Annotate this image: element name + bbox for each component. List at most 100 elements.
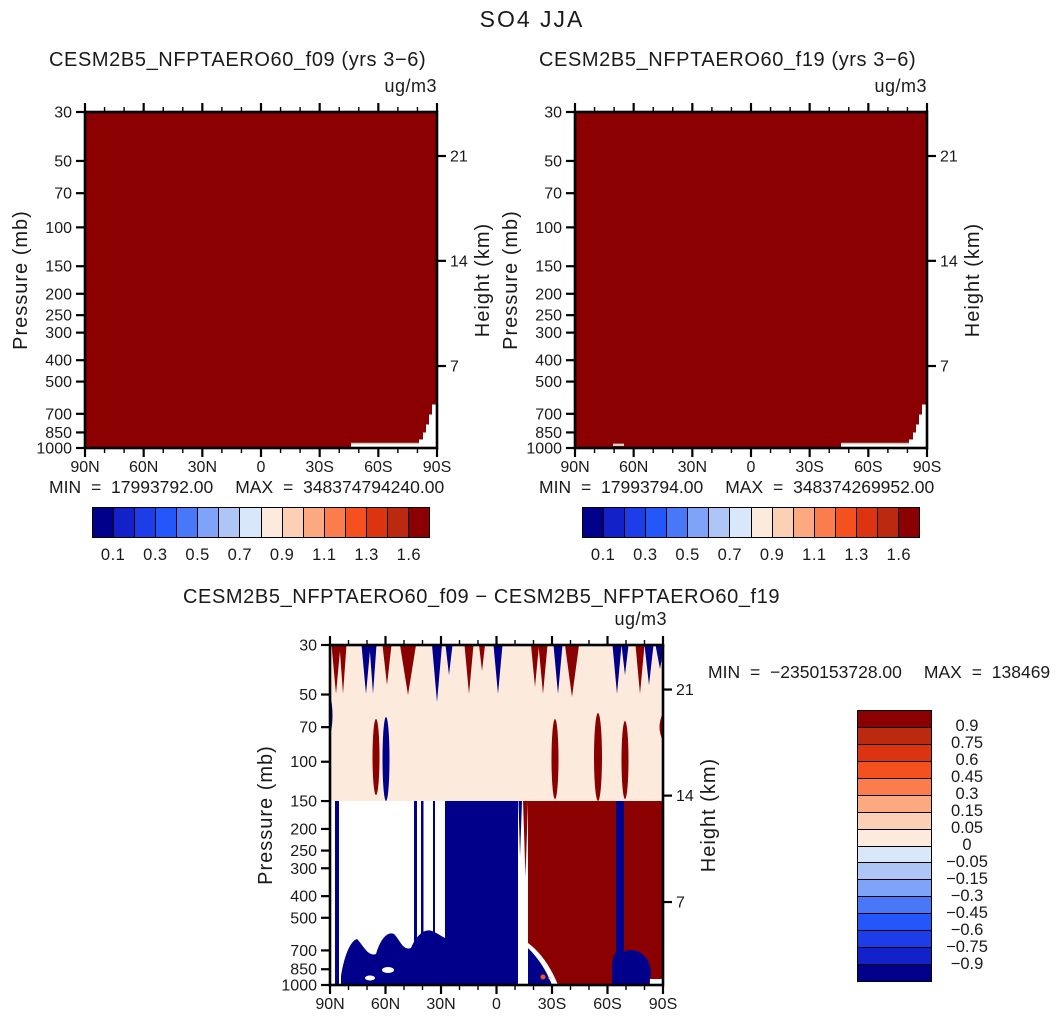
axis-labels: 3050701001502002503004005007008501000211… xyxy=(500,105,984,477)
colorbar-tick-label: 0.9 xyxy=(269,546,295,564)
f19-min-value: MIN = 17993794.00 xyxy=(539,477,704,497)
pressure-tick-label: 30 xyxy=(54,105,72,122)
pressure-axis-title: Pressure (mb) xyxy=(255,745,277,885)
panel-f19-unit-label: ug/m3 xyxy=(874,76,927,96)
colorbar-cell xyxy=(858,760,931,778)
colorbar-tick-label: 0.1 xyxy=(590,546,616,564)
colorbar-cell xyxy=(792,508,814,537)
colorbar-cell xyxy=(750,508,772,537)
colorbar-tick-label: 0.5 xyxy=(675,546,700,564)
pressure-tick-label: 400 xyxy=(45,353,72,370)
colorbar-cell xyxy=(645,508,667,537)
colorbar-cell xyxy=(771,508,793,537)
colorbar-cell xyxy=(855,508,877,537)
lat-tick-label: 60S xyxy=(593,996,621,1013)
colorbar-cell xyxy=(365,508,387,537)
diff-top-spikes xyxy=(331,645,665,702)
colorbar-tick-label: 0.7 xyxy=(227,546,253,564)
height-axis-title: Height (km) xyxy=(472,223,494,337)
panel-f09-minmax: MIN = 17993792.00 MAX = 348374794240.00 xyxy=(49,477,444,498)
colorbar-cell xyxy=(239,508,261,537)
colorbar-cell xyxy=(876,508,898,537)
pressure-tick-label: 50 xyxy=(54,153,72,170)
pressure-tick-label: 150 xyxy=(535,259,562,276)
panel-f19-minmax: MIN = 17993794.00 MAX = 348374269952.00 xyxy=(539,477,934,498)
colorbar-cell xyxy=(858,743,931,761)
panel-diff-unit-label: ug/m3 xyxy=(614,609,667,629)
pressure-axis-title: Pressure (mb) xyxy=(10,210,32,350)
pressure-tick-label: 500 xyxy=(45,374,72,391)
pressure-tick-label: 200 xyxy=(45,286,72,303)
colorbar-cell xyxy=(386,508,408,537)
axes xyxy=(76,103,446,457)
colorbar-cell xyxy=(93,508,114,537)
colorbar-cell xyxy=(858,930,931,948)
height-tick-label: 14 xyxy=(940,253,958,270)
pressure-tick-label: 30 xyxy=(544,105,562,122)
colorbar-tick-label: 0.5 xyxy=(185,546,210,564)
colorbar-cell xyxy=(624,508,646,537)
colorbar-tick-label: 0.75 xyxy=(950,734,984,752)
colorbar-f19: 0.1 0.3 0.5 0.7 0.9 1.1 1.3 1.6 xyxy=(582,507,920,564)
panel-diff-plot: 3050701001502002503004005007008501000211… xyxy=(255,636,720,1013)
f19-field xyxy=(575,112,927,448)
lat-tick-label: 0 xyxy=(492,996,501,1013)
height-tick-label: 7 xyxy=(450,359,459,376)
height-axis-title: Height (km) xyxy=(698,758,720,872)
colorbar-cell xyxy=(858,811,931,829)
lat-tick-label: 60N xyxy=(129,459,158,476)
pressure-tick-label: 850 xyxy=(45,425,72,442)
lat-tick-label: 30S xyxy=(305,459,333,476)
diff-max-value: MAX = 138469 xyxy=(923,662,1051,682)
colorbar-cells xyxy=(582,507,920,538)
colorbar-tick-label: −0.3 xyxy=(950,887,984,905)
pressure-tick-label: 250 xyxy=(535,308,562,325)
colorbar-tick-label: 1.1 xyxy=(802,546,827,564)
pressure-tick-label: 300 xyxy=(45,325,72,342)
pressure-tick-label: 850 xyxy=(290,962,317,979)
axes xyxy=(321,636,672,994)
colorbar-tick-label: 1.3 xyxy=(844,546,869,564)
colorbar-tick-label: −0.75 xyxy=(946,938,988,956)
pressure-tick-label: 70 xyxy=(544,186,562,203)
panel-f09-unit-label: ug/m3 xyxy=(384,76,437,96)
pressure-tick-label: 700 xyxy=(290,943,317,960)
pressure-tick-label: 200 xyxy=(290,821,317,838)
height-tick-label: 7 xyxy=(676,895,685,912)
pressure-tick-label: 150 xyxy=(290,794,317,811)
lat-tick-label: 30N xyxy=(426,996,455,1013)
colorbar-cell xyxy=(858,794,931,812)
height-tick-label: 21 xyxy=(676,682,694,699)
colorbar-cell xyxy=(281,508,303,537)
colorbar-cell xyxy=(858,964,931,981)
f19-max-value: MAX = 348374269952.00 xyxy=(725,477,935,497)
colorbar-cell xyxy=(708,508,730,537)
colorbar-cell xyxy=(344,508,366,537)
lat-tick-label: 30N xyxy=(188,459,217,476)
colorbar-cell xyxy=(858,896,931,914)
colorbar-tick-label: 0.6 xyxy=(955,751,979,769)
lat-tick-label: 30S xyxy=(538,996,566,1013)
lat-tick-label: 60S xyxy=(364,459,392,476)
colorbar-cell xyxy=(666,508,688,537)
colorbar-tick-label: −0.45 xyxy=(946,904,988,922)
colorbar-cell xyxy=(858,828,931,846)
colorbar-cell xyxy=(897,508,919,537)
colorbar-tick-label: 0.15 xyxy=(950,802,984,820)
colorbar-cell xyxy=(858,711,931,727)
lat-tick-label: 60N xyxy=(619,459,648,476)
height-tick-label: 21 xyxy=(940,149,958,166)
lat-tick-label: 90N xyxy=(560,459,589,476)
pressure-tick-label: 70 xyxy=(299,720,317,737)
f09-min-value: MIN = 17993792.00 xyxy=(49,477,214,497)
colorbar-cells xyxy=(92,507,430,538)
colorbar-cell xyxy=(858,947,931,965)
panel-f09-title: CESM2B5_NFPTAERO60_f09 (yrs 3−6) xyxy=(49,49,427,71)
colorbar-cell xyxy=(729,508,751,537)
height-tick-label: 14 xyxy=(450,253,468,270)
colorbar-cell xyxy=(858,845,931,863)
pressure-tick-label: 100 xyxy=(290,754,317,771)
height-axis-title: Height (km) xyxy=(962,223,984,337)
pressure-tick-label: 500 xyxy=(535,374,562,391)
axis-labels: 3050701001502002503004005007008501000211… xyxy=(10,105,494,477)
